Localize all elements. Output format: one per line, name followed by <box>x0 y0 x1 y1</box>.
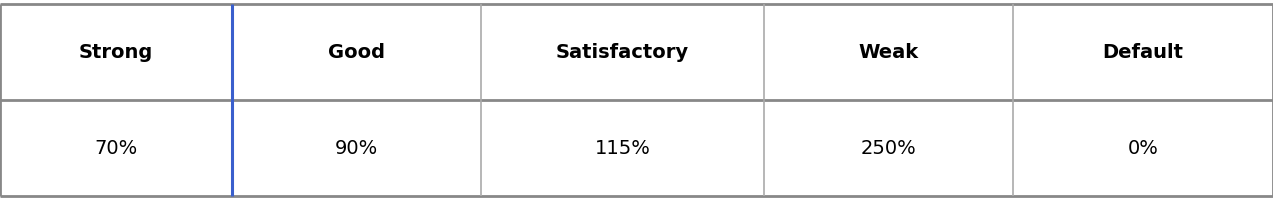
Text: 90%: 90% <box>335 138 378 158</box>
Text: 70%: 70% <box>94 138 137 158</box>
Text: Satisfactory: Satisfactory <box>556 43 689 62</box>
Text: 0%: 0% <box>1128 138 1158 158</box>
Text: Weak: Weak <box>858 43 919 62</box>
Text: Strong: Strong <box>79 43 153 62</box>
Text: Good: Good <box>328 43 384 62</box>
Text: Default: Default <box>1102 43 1184 62</box>
Text: 250%: 250% <box>861 138 917 158</box>
Text: 115%: 115% <box>594 138 651 158</box>
